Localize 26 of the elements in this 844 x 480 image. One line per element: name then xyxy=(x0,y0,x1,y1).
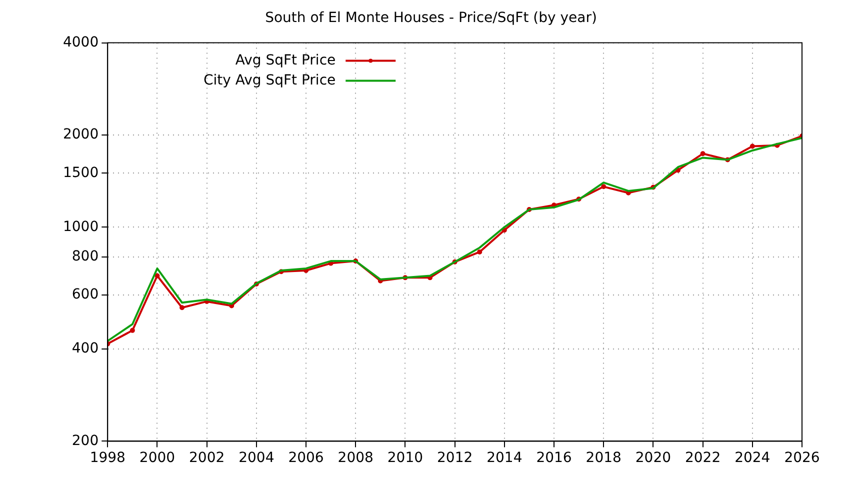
y-tick-label: 1000 xyxy=(62,218,99,235)
x-tick-label: 2012 xyxy=(436,450,473,466)
y-tick-label: 400 xyxy=(72,340,99,357)
x-tick-label: 2006 xyxy=(288,450,324,466)
x-tick-label: 2026 xyxy=(784,450,820,466)
x-tick-label: 2016 xyxy=(536,450,572,466)
x-tick-label: 2020 xyxy=(635,450,672,466)
x-tick-label: 2008 xyxy=(338,450,374,466)
chart-title: South of El Monte Houses - Price/SqFt (by year) xyxy=(265,10,597,26)
x-tick-label: 2014 xyxy=(486,450,522,466)
legend-label: Avg SqFt Price xyxy=(235,52,336,68)
legend-label: City Avg SqFt Price xyxy=(203,72,336,88)
x-tick-label: 2024 xyxy=(734,450,770,466)
x-tick-label: 2002 xyxy=(189,450,225,466)
y-tick-label: 600 xyxy=(72,286,99,303)
y-tick-label: 800 xyxy=(72,248,99,264)
x-tick-label: 2004 xyxy=(238,450,274,466)
x-tick-label: 2018 xyxy=(586,450,622,466)
x-tick-label: 2010 xyxy=(387,450,424,466)
x-tick-label: 2000 xyxy=(139,450,176,466)
y-tick-label: 1500 xyxy=(62,164,99,181)
x-tick-label: 2022 xyxy=(684,450,721,466)
x-tick-label: 1998 xyxy=(90,450,126,466)
y-tick-label: 2000 xyxy=(62,126,99,143)
y-tick-label: 200 xyxy=(72,432,99,449)
y-tick-label: 4000 xyxy=(62,34,99,50)
